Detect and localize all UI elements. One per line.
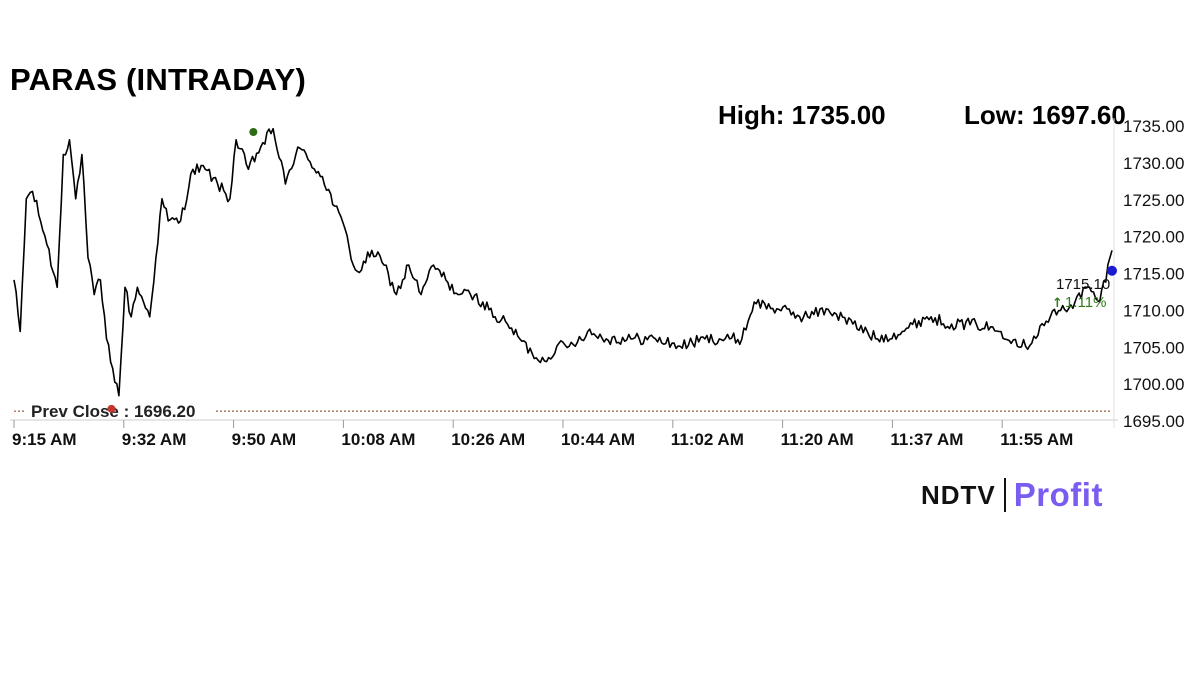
high-value: High: 1735.00 [718,100,886,130]
x-tick-label: 10:26 AM [451,430,525,449]
brand-divider [1003,478,1006,512]
chart-title: PARAS (INTRADAY) [10,62,306,97]
y-tick-label: 1710.00 [1123,301,1184,320]
low-value: Low: 1697.60 [964,100,1126,130]
last-price-marker [1107,265,1117,276]
y-tick-label: 1705.00 [1123,338,1184,357]
x-tick-label: 10:44 AM [561,430,635,449]
change-percent-label: 1.11% [1065,294,1106,311]
x-tick-label: 10:08 AM [341,430,415,449]
y-tick-label: 1715.00 [1123,265,1184,284]
y-tick-label: 1735.00 [1123,117,1184,136]
prev-close-group: Prev Close : 1696.20 [14,402,1112,421]
y-tick-label: 1695.00 [1123,412,1184,431]
price-line [13,127,1113,397]
y-tick-label: 1730.00 [1123,154,1184,173]
x-tick-label: 11:37 AM [890,430,963,449]
x-tick-label: 9:15 AM [12,430,77,449]
x-tick-label: 9:50 AM [232,430,297,449]
x-tick-label: 11:02 AM [671,430,744,449]
last-price-label: 1715.10 [1056,276,1110,293]
x-tick-label: 9:32 AM [122,430,187,449]
low-marker [107,404,116,413]
y-tick-label: 1725.00 [1123,191,1184,210]
price-series-group [13,127,1113,397]
brand-ndtv: NDTV [921,479,996,510]
brand-profit: Profit [1013,476,1103,513]
markers-group: 1715.10 ↑ 1.11% [107,128,1117,413]
brand-logo: NDTV Profit [921,474,1103,516]
x-tick-label: 11:55 AM [1000,430,1073,449]
high-marker [249,128,258,136]
x-tick-label: 11:20 AM [781,430,854,449]
y-tick-label: 1700.00 [1123,375,1184,394]
axes-group: 1735.00 1730.00 1725.00 1720.00 1715.00 1710.… [10,117,1184,449]
up-arrow-icon: ↑ [1052,296,1063,311]
y-tick-label: 1720.00 [1123,228,1184,247]
